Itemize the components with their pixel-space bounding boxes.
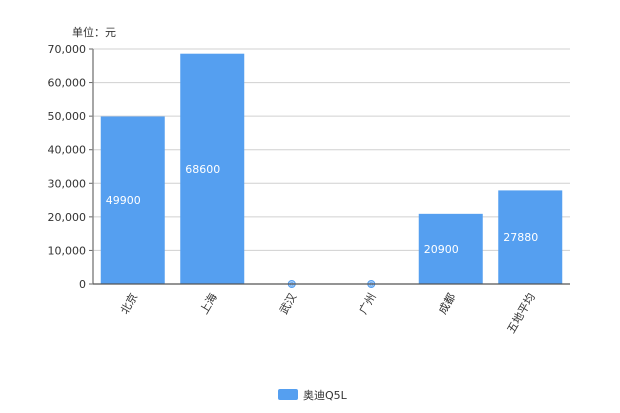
- data-label: 20900: [424, 243, 459, 256]
- y-tick-label: 10,000: [48, 244, 87, 257]
- y-tick-label: 50,000: [48, 110, 87, 123]
- legend-label: 奥迪Q5L: [303, 388, 348, 402]
- legend-swatch: [278, 389, 298, 400]
- data-label: 0: [369, 282, 373, 289]
- y-tick-label: 60,000: [48, 77, 87, 90]
- bar: [498, 190, 563, 284]
- bar: [100, 116, 165, 284]
- bar: [180, 53, 245, 285]
- y-tick-label: 20,000: [48, 211, 87, 224]
- x-tick-label: 广州: [357, 291, 379, 317]
- data-label: 49900: [106, 194, 141, 207]
- bar: [418, 213, 483, 284]
- y-tick-label: 0: [79, 278, 86, 291]
- x-tick-label: 五地平均: [505, 291, 538, 336]
- y-tick-label: 70,000: [48, 43, 87, 56]
- y-tick-label: 40,000: [48, 144, 87, 157]
- x-tick-label: 成都: [436, 291, 458, 317]
- unit-label: 单位：元: [72, 25, 116, 39]
- x-tick-label: 上海: [197, 291, 220, 317]
- x-tick-label: 武汉: [277, 291, 299, 317]
- data-label: 0: [290, 282, 294, 289]
- x-tick-label: 北京: [117, 291, 140, 317]
- data-label: 27880: [503, 231, 538, 244]
- data-label: 68600: [185, 163, 220, 176]
- y-tick-label: 30,000: [48, 177, 87, 190]
